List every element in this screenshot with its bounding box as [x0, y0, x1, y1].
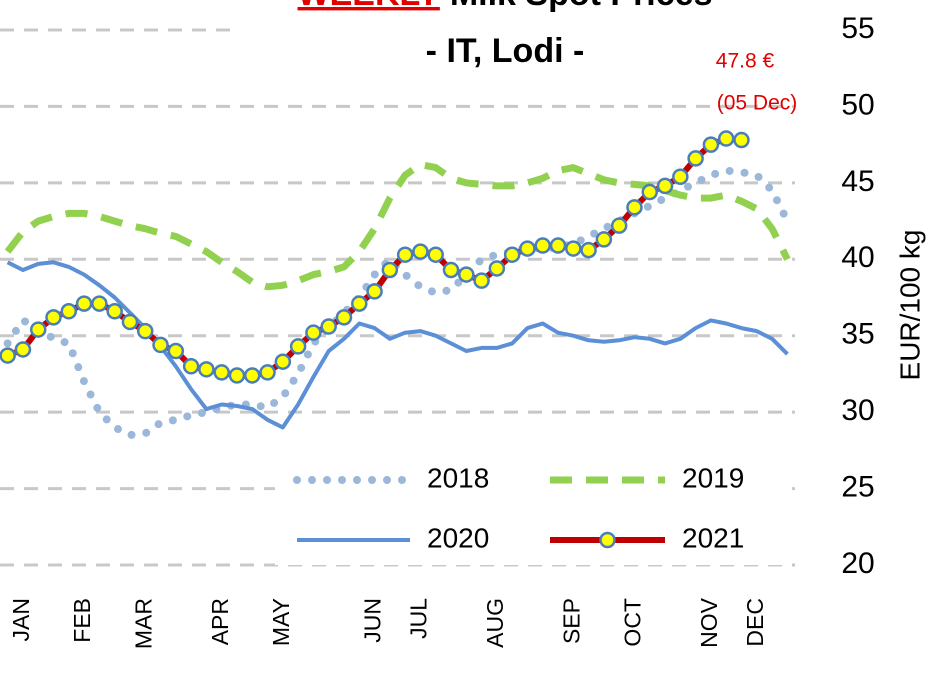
series-line: [6, 260, 789, 430]
y-tick-label: 40: [841, 241, 874, 274]
point: [396, 246, 414, 263]
y-tick-label: 30: [841, 394, 874, 427]
point: [366, 283, 383, 300]
point: [702, 136, 720, 153]
point: [244, 367, 261, 384]
y-tick-label: 35: [841, 318, 874, 351]
point: [274, 353, 292, 370]
point: [320, 318, 337, 335]
x-tick-label: MAR: [130, 598, 156, 649]
plot: [0, 130, 792, 440]
point: [610, 217, 628, 234]
point: [152, 336, 169, 354]
point: [213, 364, 230, 381]
point: [121, 313, 139, 331]
y-tick-label: 45: [841, 165, 874, 198]
legend-box: [275, 455, 785, 565]
legend-label: 2018: [427, 462, 489, 493]
x-tick-label: AUG: [482, 598, 508, 648]
legend-marker: [599, 531, 616, 549]
point: [733, 131, 750, 149]
series-line: [4, 161, 791, 291]
point: [14, 341, 32, 358]
chart-subtitle: - IT, Lodi -: [426, 32, 585, 70]
y-axis-label: EUR/100 kg: [894, 230, 925, 381]
series-line: [3, 166, 792, 440]
point: [519, 240, 536, 257]
point: [60, 303, 78, 320]
x-tick-label: APR: [207, 598, 233, 645]
legend-label: 2020: [427, 522, 489, 553]
point: [412, 243, 429, 260]
point: [672, 168, 689, 185]
point: [534, 237, 551, 254]
point: [687, 150, 704, 167]
point: [626, 199, 643, 216]
x-tick-label: MAY: [268, 598, 294, 646]
point: [473, 272, 490, 289]
chart-title: WEEKLY Milk Spot Prices: [298, 0, 713, 13]
point: [427, 246, 444, 263]
point: [182, 358, 200, 375]
title-box: [235, 0, 795, 82]
annotation: 47.8 €: [716, 50, 775, 73]
x-tick-label: JUL: [406, 598, 432, 639]
point: [0, 347, 16, 364]
point: [580, 241, 597, 259]
y-tick-label: 25: [841, 470, 874, 503]
point: [228, 367, 246, 384]
title-highlight: WEEKLY: [298, 0, 441, 13]
point: [335, 309, 353, 326]
point: [549, 237, 567, 254]
x-tick-label: DEC: [742, 598, 768, 647]
annotation: (05 Dec): [717, 92, 798, 115]
legend-label: 2019: [682, 462, 744, 493]
point: [351, 295, 368, 312]
point: [259, 364, 276, 381]
point: [305, 324, 322, 341]
point: [641, 183, 659, 201]
point: [381, 261, 399, 279]
point: [595, 231, 613, 248]
point: [717, 130, 735, 147]
y-tick-label: 50: [841, 88, 874, 121]
legend-label: 2021: [682, 522, 744, 553]
point: [136, 322, 154, 340]
point: [656, 177, 674, 195]
point: [503, 246, 521, 263]
point: [289, 338, 307, 355]
point: [565, 240, 582, 257]
point: [29, 321, 47, 338]
x-tick-label: OCT: [620, 598, 646, 647]
point: [488, 260, 506, 277]
x-tick-label: NOV: [696, 597, 722, 648]
point: [91, 295, 108, 312]
x-tick-label: SEP: [558, 598, 584, 644]
point: [45, 309, 62, 326]
point: [198, 361, 215, 378]
x-tick-label: FEB: [69, 598, 95, 643]
x-tick-label: JUN: [360, 598, 386, 643]
point: [167, 342, 185, 360]
y-tick-label: 55: [841, 12, 874, 45]
series-line: [6, 135, 742, 379]
point: [75, 295, 93, 312]
x-tick-label: JAN: [8, 598, 34, 641]
point: [442, 261, 460, 279]
point: [458, 266, 475, 283]
legend: 2018 2019 2020 2021: [293, 462, 744, 553]
y-tick-label: 20: [841, 547, 874, 580]
title-main: Milk Spot Prices: [450, 0, 713, 13]
point: [106, 303, 123, 320]
